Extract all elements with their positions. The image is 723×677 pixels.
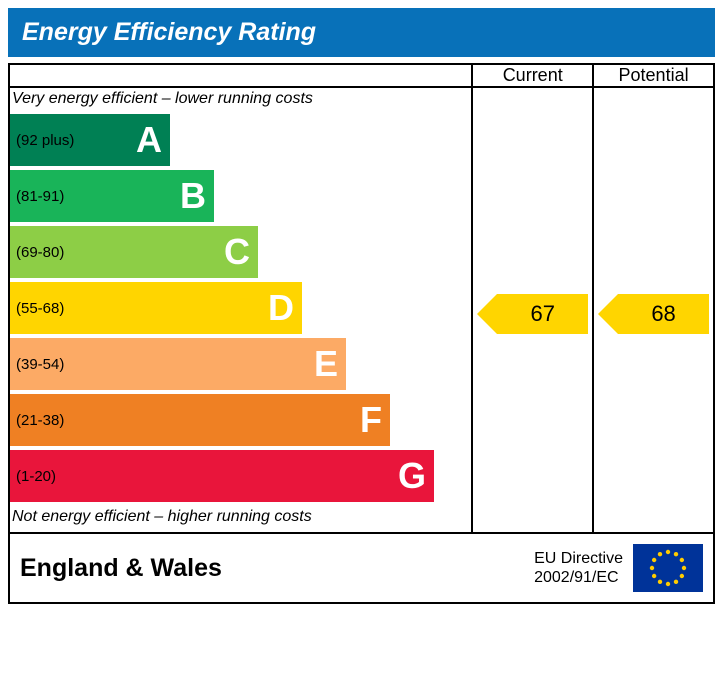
band-range: (81-91): [10, 188, 64, 205]
bands-panel: Very energy efficient – lower running co…: [9, 87, 472, 533]
band-range: (55-68): [10, 300, 64, 317]
header-potential: Potential: [593, 64, 714, 87]
band-letter: F: [360, 399, 382, 441]
band-row-f: (21-38) F: [10, 394, 471, 446]
band-range: (69-80): [10, 244, 64, 261]
band-row-b: (81-91) B: [10, 170, 471, 222]
band-letter: B: [180, 175, 206, 217]
top-note: Very energy efficient – lower running co…: [10, 88, 471, 114]
band-bar: (55-68) D: [10, 282, 302, 334]
footer-directive: EU Directive 2002/91/EC: [534, 549, 623, 587]
band-bar: (1-20) G: [10, 450, 434, 502]
potential-rating-value: 68: [651, 301, 675, 327]
band-bar: (69-80) C: [10, 226, 258, 278]
current-column: 67: [472, 87, 593, 533]
eu-flag-icon: [633, 544, 703, 592]
current-rating-value: 67: [530, 301, 554, 327]
current-rating-arrow: 67: [477, 294, 588, 334]
directive-line2: 2002/91/EC: [534, 568, 623, 587]
potential-rating-arrow: 68: [598, 294, 709, 334]
title-bar: Energy Efficiency Rating: [8, 8, 715, 57]
directive-line1: EU Directive: [534, 549, 623, 568]
band-range: (21-38): [10, 412, 64, 429]
footer-region: England & Wales: [20, 554, 534, 583]
arrow-tip-icon: [598, 294, 618, 334]
header-blank: [9, 64, 472, 87]
band-letter: G: [398, 455, 426, 497]
band-letter: E: [314, 343, 338, 385]
band-row-a: (92 plus) A: [10, 114, 471, 166]
band-row-d: (55-68) D: [10, 282, 471, 334]
band-bar: (92 plus) A: [10, 114, 170, 166]
header-current: Current: [472, 64, 593, 87]
body-row: Very energy efficient – lower running co…: [9, 87, 714, 533]
band-letter: D: [268, 287, 294, 329]
band-bar: (81-91) B: [10, 170, 214, 222]
bottom-note: Not energy efficient – higher running co…: [10, 506, 471, 532]
band-range: (92 plus): [10, 132, 74, 149]
band-letter: A: [136, 119, 162, 161]
arrow-tip-icon: [477, 294, 497, 334]
band-bar: (39-54) E: [10, 338, 346, 390]
band-range: (1-20): [10, 468, 56, 485]
band-range: (39-54): [10, 356, 64, 373]
potential-column: 68: [593, 87, 714, 533]
band-row-g: (1-20) G: [10, 450, 471, 502]
bands-container: (92 plus) A (81-91) B (69-80) C (55-68) D (39-54…: [10, 114, 471, 502]
chart-table: Current Potential Very energy efficient …: [8, 63, 715, 604]
footer: England & Wales EU Directive 2002/91/EC: [10, 534, 713, 602]
band-bar: (21-38) F: [10, 394, 390, 446]
band-letter: C: [224, 231, 250, 273]
header-row: Current Potential: [9, 64, 714, 87]
epc-chart: Energy Efficiency Rating Current Potenti…: [8, 8, 715, 604]
footer-row: England & Wales EU Directive 2002/91/EC: [9, 533, 714, 603]
chart-title: Energy Efficiency Rating: [22, 18, 316, 46]
band-row-e: (39-54) E: [10, 338, 471, 390]
band-row-c: (69-80) C: [10, 226, 471, 278]
